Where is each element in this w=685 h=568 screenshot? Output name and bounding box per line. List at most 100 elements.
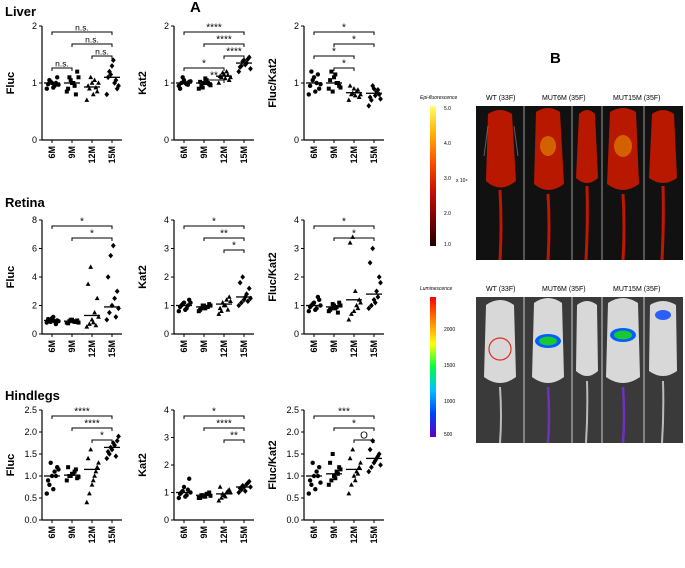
fluorescence-mouse-images — [476, 106, 683, 260]
significance-bracket — [91, 55, 113, 59]
data-point — [89, 482, 95, 487]
significance-label: * — [212, 217, 216, 228]
x-tick-label: 12M — [87, 146, 97, 164]
data-point — [370, 245, 376, 252]
data-point — [352, 92, 358, 98]
fluor-unit: x 10⁸ — [456, 178, 468, 184]
data-point — [87, 321, 92, 326]
data-point — [90, 91, 96, 97]
x-tick-label: 12M — [219, 146, 229, 164]
fluor-tick: 5.0 — [444, 106, 451, 112]
y-axis-label: Fluc/Kat2 — [267, 58, 279, 108]
data-point — [56, 467, 61, 472]
significance-label: n.s. — [75, 23, 89, 33]
significance-label: * — [342, 59, 346, 70]
data-point — [113, 77, 119, 83]
significance-label: **** — [226, 47, 242, 58]
y-tick-label: 0 — [294, 135, 299, 145]
y-tick-label: 2.5 — [24, 405, 37, 415]
significance-bracket — [313, 55, 355, 59]
data-point — [44, 86, 49, 91]
significance-bracket — [71, 43, 113, 47]
data-point — [367, 446, 373, 453]
significance-label: O — [360, 431, 368, 442]
data-point — [48, 460, 53, 465]
x-tick-label: 6M — [47, 146, 57, 159]
significance-label: n.s. — [55, 59, 69, 69]
y-tick-label: 0 — [32, 329, 37, 339]
data-point — [347, 83, 353, 88]
fluor-tick: 3.0 — [444, 176, 451, 182]
significance-bracket — [353, 439, 375, 443]
significance-bracket — [333, 67, 355, 71]
data-point — [222, 302, 228, 308]
data-point — [306, 491, 311, 496]
y-axis-label: Kat2 — [137, 453, 149, 477]
y-tick-label: 3 — [164, 244, 169, 254]
y-tick-label: 0.5 — [24, 493, 37, 503]
fluor-group-mut15m: MUT15M (35F) — [613, 95, 661, 102]
data-point — [68, 78, 73, 83]
y-tick-label: 1.0 — [286, 471, 299, 481]
data-point — [228, 298, 233, 304]
data-point — [51, 85, 56, 90]
data-point — [88, 74, 94, 80]
y-tick-label: 1 — [164, 301, 169, 311]
y-tick-label: 2 — [294, 21, 299, 31]
significance-bracket — [71, 237, 113, 241]
data-point — [338, 85, 343, 90]
data-point — [356, 464, 362, 469]
data-point — [310, 460, 315, 465]
luminescence-imaging-panel: Luminescence 2000 1500 1000 500 WT (33F)… — [418, 283, 683, 443]
data-point — [328, 460, 333, 465]
data-point — [64, 478, 69, 483]
data-point — [176, 495, 181, 501]
x-tick-label: 6M — [309, 526, 319, 539]
y-axis-label: Fluc — [5, 266, 17, 289]
significance-bracket — [333, 43, 375, 47]
x-tick-label: 15M — [239, 146, 249, 164]
significance-bracket — [183, 31, 245, 35]
x-tick-label: 12M — [349, 340, 359, 358]
data-point — [198, 79, 203, 84]
data-point — [313, 307, 318, 312]
data-point — [240, 274, 246, 280]
data-point — [333, 306, 338, 311]
data-point — [358, 91, 363, 97]
data-point — [104, 455, 110, 462]
data-point — [318, 480, 323, 485]
data-point — [73, 467, 78, 472]
significance-label: * — [90, 229, 94, 240]
y-axis-label: Fluc/Kat2 — [267, 440, 279, 490]
x-tick-label: 12M — [87, 526, 97, 544]
data-point — [372, 92, 378, 99]
data-point — [222, 75, 228, 81]
liver-fluc-kat2-plot: 0 1 2 Fluc/Kat2 6M 9M 12M 15M * * * * — [267, 21, 384, 164]
data-point — [108, 252, 114, 259]
data-point — [96, 314, 101, 319]
y-tick-label: 1 — [32, 78, 37, 88]
data-point — [378, 279, 383, 286]
fluorescence-imaging-panel: Epi-fluorescence 5.0 4.0 3.0 x 10⁸ 2.0 1… — [418, 92, 683, 260]
lum-tick: 2000 — [444, 327, 456, 333]
data-point — [176, 309, 181, 314]
data-point — [64, 89, 69, 94]
data-point — [351, 86, 357, 91]
y-tick-label: 0.0 — [286, 515, 299, 525]
data-point — [307, 83, 313, 89]
data-point — [329, 478, 334, 483]
data-point — [228, 74, 233, 80]
y-tick-label: 0 — [164, 135, 169, 145]
x-tick-label: 15M — [107, 526, 117, 544]
data-point — [112, 80, 117, 86]
data-point — [370, 438, 376, 444]
significance-bracket — [183, 225, 245, 229]
data-point — [200, 303, 205, 308]
data-point — [72, 469, 77, 474]
data-point — [351, 473, 357, 478]
y-tick-label: 1.5 — [24, 449, 37, 459]
data-point — [72, 83, 77, 88]
y-tick-label: 0 — [164, 515, 169, 525]
significance-bracket — [223, 55, 245, 59]
